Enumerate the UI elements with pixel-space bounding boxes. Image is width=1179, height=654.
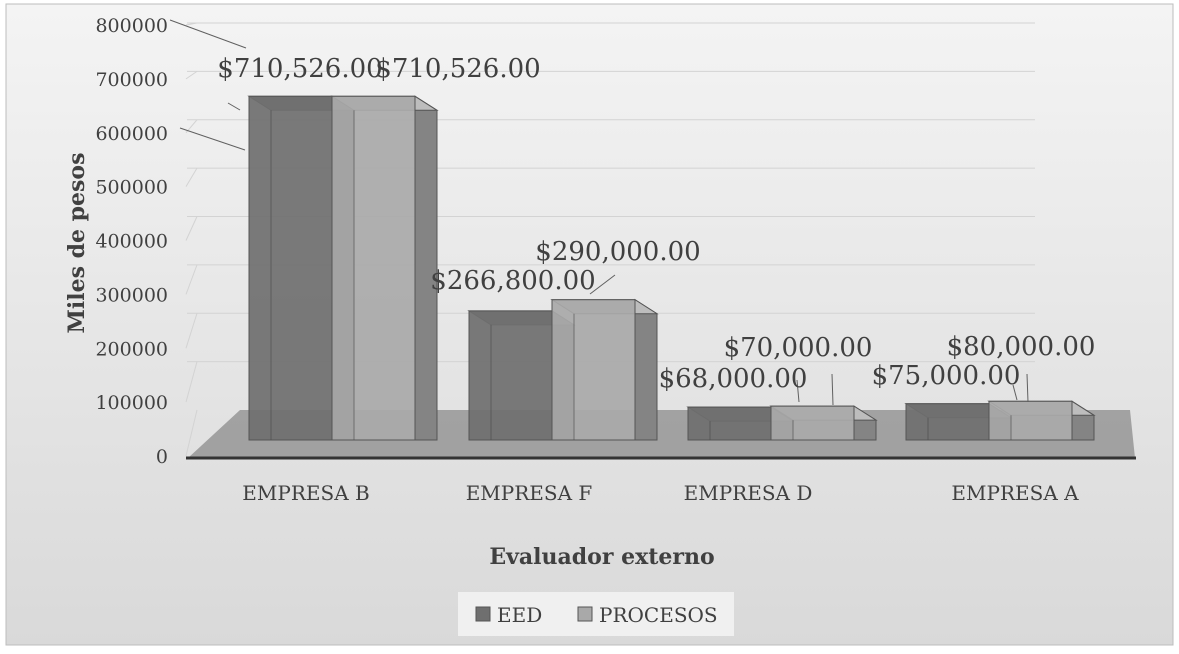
data-label: $710,526.00 xyxy=(375,54,540,84)
data-label: $290,000.00 xyxy=(535,237,700,267)
y-tick-label: 400000 xyxy=(95,231,168,253)
gridline-side xyxy=(185,70,198,80)
bar xyxy=(770,405,855,441)
leader-line xyxy=(1012,384,1018,401)
legend: EED PROCESOS xyxy=(458,592,734,636)
bar xyxy=(905,403,990,441)
bar xyxy=(331,95,416,441)
legend-label: PROCESOS xyxy=(599,603,718,627)
gridline-side xyxy=(185,313,198,349)
y-tick-label: 300000 xyxy=(95,284,168,306)
y-tick-label: 500000 xyxy=(95,177,168,199)
bars-group xyxy=(247,95,1096,441)
gridline-side xyxy=(185,264,198,295)
x-axis-title: Evaluador externo xyxy=(489,544,714,570)
data-label: $266,800.00 xyxy=(430,266,595,296)
leader-line xyxy=(589,274,616,295)
data-label: $75,000.00 xyxy=(872,361,1021,391)
gridline-side xyxy=(185,22,198,26)
bar xyxy=(551,299,636,441)
x-tick-labels: EMPRESA B EMPRESA F EMPRESA D EMPRESA A xyxy=(242,481,1079,505)
bar xyxy=(468,310,553,441)
leader-line xyxy=(796,379,800,403)
data-labels: $710,526.00 $266,800.00 $68,000.00 $75,000.… xyxy=(217,54,1095,394)
bar-side xyxy=(634,298,658,441)
data-label: $80,000.00 xyxy=(947,332,1096,362)
y-tick-labels: 0 100000 200000 300000 400000 500000 600000 700… xyxy=(95,15,168,468)
data-label: $70,000.00 xyxy=(724,333,873,363)
y-tick-label: 100000 xyxy=(95,392,168,414)
leader-line xyxy=(169,19,247,49)
data-label: $710,526.00 xyxy=(217,54,382,84)
leader-line xyxy=(1026,373,1029,403)
bar xyxy=(248,95,333,441)
data-label: $68,000.00 xyxy=(659,364,808,394)
leader-line xyxy=(831,373,834,406)
legend-box xyxy=(458,592,734,636)
leader-line xyxy=(227,102,241,111)
bar xyxy=(687,406,772,441)
y-tick-label: 200000 xyxy=(95,338,168,360)
x-tick-label: EMPRESA F xyxy=(466,481,593,505)
gridline-side xyxy=(185,409,198,457)
legend-label: EED xyxy=(497,603,542,627)
x-tick-label: EMPRESA B xyxy=(242,481,369,505)
y-tick-label: 600000 xyxy=(95,123,168,145)
gridline-side xyxy=(185,167,198,187)
y-tick-label: 800000 xyxy=(95,15,168,37)
leader-lines xyxy=(169,19,1029,406)
legend-swatch xyxy=(475,606,491,622)
y-tick-label: 0 xyxy=(156,446,168,468)
y-tick-label: 700000 xyxy=(95,69,168,91)
x-tick-label: EMPRESA A xyxy=(951,481,1079,505)
gridline-side xyxy=(185,216,198,241)
legend-swatch xyxy=(577,606,593,622)
leader-line xyxy=(179,127,246,151)
y-axis-title: Miles de pesos xyxy=(64,153,90,334)
bar xyxy=(988,400,1073,441)
x-tick-label: EMPRESA D xyxy=(684,481,813,505)
gridline-side xyxy=(185,361,198,403)
